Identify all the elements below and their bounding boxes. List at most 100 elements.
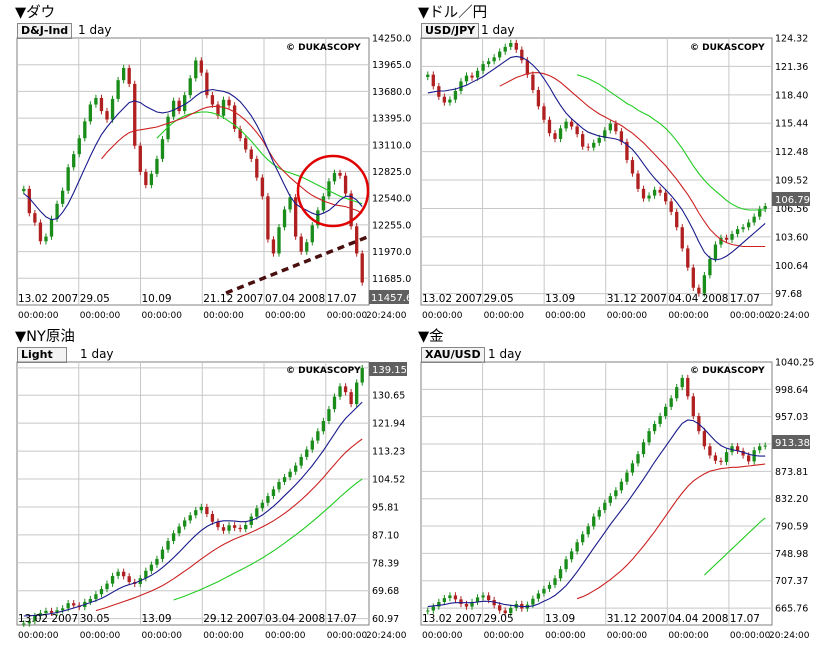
candle-body (630, 463, 635, 473)
candle-body (509, 607, 513, 614)
panel-title: ▼金 (418, 329, 444, 345)
candle-body (210, 95, 215, 105)
candle-body (116, 80, 120, 99)
candle-body (22, 188, 26, 192)
candle-body (110, 575, 115, 584)
candle-body (205, 72, 209, 96)
y-tick-label: 957.03 (775, 412, 808, 423)
y-tick-label: 11685.0 (372, 274, 411, 285)
candle-body (44, 610, 48, 614)
candle-body (514, 42, 518, 50)
candle-body (277, 227, 281, 254)
candle-body (619, 131, 624, 142)
x-time-label: 00:00:00 (730, 631, 771, 641)
candle-body (547, 584, 552, 589)
ma-lines (427, 55, 766, 261)
candle-body (586, 526, 590, 535)
x-time-label: 00:00:00 (484, 631, 525, 641)
candle-body (83, 121, 87, 139)
candle-body (49, 218, 54, 237)
candle-body (99, 589, 104, 595)
candle-body (155, 558, 159, 565)
period-label: 1 day (481, 23, 515, 37)
grid (16, 37, 370, 306)
x-date-label: 13.02 2007 (18, 293, 78, 305)
candle-body (271, 489, 276, 497)
x-last-time-label: 20:24:00 (769, 631, 810, 641)
last-value-bg (369, 290, 409, 304)
candle-body (94, 97, 98, 105)
candle-body (536, 593, 541, 599)
candle-body (177, 526, 181, 534)
x-time-label: 00:00:00 (142, 311, 183, 321)
candle-body (221, 527, 226, 531)
candle-body (509, 42, 513, 47)
x-date-label: 31.12 2007 (607, 613, 667, 625)
candle-body (338, 172, 342, 176)
axes-labels: 139.15 130.65 121.94 113.23 104.52 95.81 87.10… (18, 363, 407, 641)
candle-body (99, 97, 104, 112)
ma-lines (427, 419, 766, 608)
candle-body (238, 128, 242, 139)
y-tick-label: 95.81 (372, 502, 399, 513)
x-date-label: 29.12 2007 (203, 613, 263, 625)
candle-body (55, 203, 59, 219)
candle-body (216, 521, 220, 528)
candle-body (459, 81, 463, 91)
candle-body (475, 597, 480, 603)
candle-body (669, 398, 673, 407)
candle-body (149, 564, 154, 571)
candle-body (232, 525, 237, 528)
y-tick-label: 103.60 (775, 232, 808, 243)
candle-body (55, 610, 59, 613)
candle-body (448, 99, 452, 103)
candle-body (652, 189, 657, 196)
candle-body (260, 177, 265, 197)
candle-body (691, 396, 695, 417)
candle-body (536, 90, 541, 107)
candle-body (481, 595, 485, 598)
candle-body (564, 559, 568, 570)
candle-body (244, 524, 248, 530)
candle-body (33, 616, 37, 622)
candle-body (144, 171, 148, 186)
candle-body (735, 229, 740, 234)
candle-body (194, 60, 198, 79)
candle-body (680, 377, 684, 388)
candle-body (171, 100, 176, 117)
candle-body (332, 172, 337, 182)
candle-body (255, 508, 259, 517)
candle-body (171, 533, 176, 541)
candle-body (282, 209, 287, 228)
x-time-label: 00:00:00 (203, 311, 244, 321)
grid (420, 37, 773, 306)
candle-body (310, 225, 314, 243)
candle-body (675, 387, 679, 399)
dow-chart: 14250.0 13965.0 13680.0 13395.0 13110.0 12825… (16, 34, 412, 321)
candle-body (697, 287, 701, 294)
candle-body (719, 237, 723, 245)
ma-lines (23, 88, 363, 221)
y-tick-label: 12540.0 (372, 194, 411, 205)
candle-body (453, 595, 458, 600)
candle-body (327, 181, 331, 197)
plot-frame (16, 361, 370, 626)
candle-body (758, 209, 762, 217)
period-label: 1 day (78, 23, 112, 37)
candle-body (481, 64, 485, 71)
candle-body (288, 471, 292, 478)
candle-body (724, 452, 729, 463)
last-value: 913.38 (775, 438, 810, 449)
candle-body (188, 78, 192, 96)
y-tick-label: 78.39 (372, 558, 399, 569)
candle-body (686, 248, 690, 268)
candle-body (188, 515, 192, 521)
period-label: 1 day (80, 347, 114, 361)
candle-body (22, 623, 26, 625)
candle-body (470, 602, 474, 607)
plot-frame (420, 37, 773, 306)
ma-lines (23, 401, 363, 617)
candle-body (486, 595, 491, 601)
x-date-label: 30.05 (80, 613, 110, 625)
candle-body (669, 201, 673, 212)
